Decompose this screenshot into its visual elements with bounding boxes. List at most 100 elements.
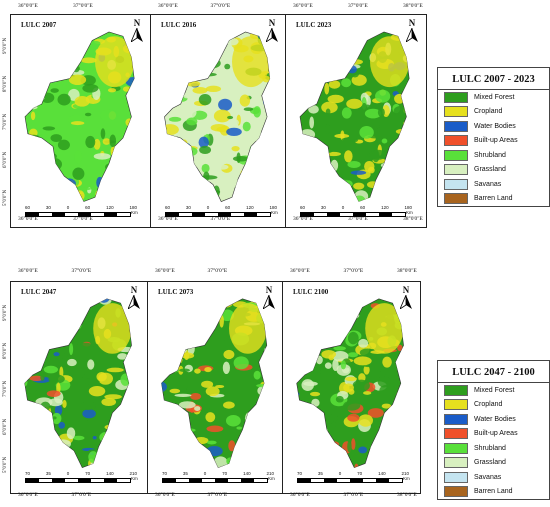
legend-label: Shrubland (474, 444, 506, 452)
scale-bar: 60 30 0 60 120 180 Km (300, 205, 413, 221)
longitude-label: 38°0'0"E (397, 492, 417, 498)
scale-bar-graphic (165, 212, 271, 217)
legend-item: Shrubland (438, 148, 549, 163)
legend-label: Mixed Forest (474, 93, 515, 101)
scale-unit: Km (406, 210, 413, 215)
legend-label: Cropland (474, 108, 503, 116)
scale-tick-label: 70 (297, 471, 303, 476)
scale-tick-label: 35 (45, 471, 51, 476)
longitude-label: 36°0'0"E (155, 492, 175, 498)
longitude-label: 36°0'0"E (290, 268, 310, 274)
longitude-label: 37°0'0"E (71, 268, 92, 274)
legend-item: Barren Land (438, 485, 549, 500)
legend-item: Savanas (438, 470, 549, 485)
scale-tick-label: 60 (25, 205, 31, 210)
scale-tick-label: 60 (165, 205, 171, 210)
north-label: N (133, 18, 141, 28)
legend-swatch (444, 399, 468, 411)
latitude-label: 5°0'0"N (3, 456, 8, 473)
scale-tick-label: 210 (401, 471, 409, 476)
longitude-label: 37°0'0"E (343, 492, 364, 498)
map-panel: LULC 2100 N 70 35 0 70 140 210 Km (282, 281, 421, 494)
north-arrow-icon (400, 295, 412, 309)
latitude-label: 5°0'0"N (3, 189, 8, 206)
longitude-label: 37°0'0"E (71, 492, 92, 498)
legend-label: Built-up Areas (474, 430, 518, 438)
scale-unit: Km (403, 476, 410, 481)
scale-tick-label: 70 (222, 471, 228, 476)
longitude-label: 37°0'0"E (343, 268, 364, 274)
north-arrow: N (398, 286, 414, 312)
latitude-label: 9°0'0"N (3, 37, 8, 54)
scale-unit: Km (131, 210, 138, 215)
legend-swatch (444, 135, 468, 147)
legend-label: Savanas (474, 473, 502, 481)
scale-bar-graphic (297, 478, 403, 483)
scale-tick-label: 0 (341, 205, 345, 210)
map-title: LULC 2007 (21, 21, 57, 29)
legend-title: LULC 2007 - 2023 (438, 68, 549, 90)
scale-numbers: 70 35 0 70 140 210 (25, 471, 137, 476)
scale-tick-label: 30 (185, 205, 191, 210)
scale-tick-label: 70 (25, 471, 31, 476)
longitude-label: 36°0'0"E (18, 216, 38, 222)
legend-swatch (444, 486, 468, 498)
scale-bar-graphic (25, 212, 131, 217)
north-label: N (402, 285, 410, 295)
longitude-label: 37°0'0"E (207, 268, 228, 274)
legend-swatch (444, 149, 468, 161)
longitude-label: 37°0'0"E (73, 216, 93, 222)
longitude-label: 37°0'0"E (348, 216, 368, 222)
legend-label: Barren Land (474, 195, 513, 203)
lulc-map (299, 31, 410, 202)
longitude-label: 37°0'0"E (207, 492, 228, 498)
scale-tick-label: 70 (162, 471, 168, 476)
longitude-label: 37°0'0"E (210, 3, 231, 9)
north-label: N (408, 18, 416, 28)
lulc-map (296, 298, 404, 469)
lulc-map (24, 31, 135, 202)
legend-label: Shrubland (474, 151, 506, 159)
north-label: N (268, 18, 276, 28)
scale-tick-label: 140 (106, 471, 114, 476)
longitude-label: 36°0'0"E (18, 492, 38, 498)
north-arrow-icon (131, 28, 143, 42)
scale-bar-graphic (162, 478, 268, 483)
scale-tick-label: 60 (85, 205, 91, 210)
legend-swatch (444, 457, 468, 469)
scale-tick-label: 210 (129, 471, 137, 476)
scale-bar-graphic (25, 478, 131, 483)
legend-label: Water Bodies (474, 122, 516, 130)
scale-tick-label: 180 (129, 205, 137, 210)
longitude-label: 36°0'0"E (155, 268, 175, 274)
scale-tick-label: 140 (378, 471, 386, 476)
north-arrow: N (261, 286, 277, 312)
legend-swatch (444, 428, 468, 440)
legend-label: Built-up Areas (474, 137, 518, 145)
lulc-map (24, 298, 132, 469)
scale-tick-label: 180 (269, 205, 277, 210)
map-title: LULC 2016 (161, 21, 197, 29)
scale-bar: 60 30 0 60 120 180 Km (165, 205, 278, 221)
scale-numbers: 60 30 0 60 120 180 (300, 205, 412, 210)
longitude-label: 36°0'0"E (290, 492, 310, 498)
scale-unit: Km (271, 210, 278, 215)
legend-swatch (444, 106, 468, 118)
north-arrow-icon (263, 295, 275, 309)
scale-unit: Km (268, 476, 275, 481)
scale-tick-label: 120 (246, 205, 254, 210)
scale-tick-label: 60 (360, 205, 366, 210)
north-arrow-icon (128, 295, 140, 309)
legend-item: Mixed Forest (438, 383, 549, 398)
legend-item: Grassland (438, 456, 549, 471)
scale-tick-label: 0 (66, 205, 70, 210)
latitude-label: 9°0'0"N (3, 304, 8, 321)
north-label: N (265, 285, 273, 295)
scale-tick-label: 180 (404, 205, 412, 210)
legend-swatch (444, 384, 468, 396)
north-arrow: N (264, 19, 280, 45)
legend-item: Mixed Forest (438, 90, 549, 105)
north-arrow: N (129, 19, 145, 45)
legend-item: Built-up Areas (438, 134, 549, 149)
legend: LULC 2047 - 2100 Mixed Forest Cropland Wate… (437, 360, 550, 500)
